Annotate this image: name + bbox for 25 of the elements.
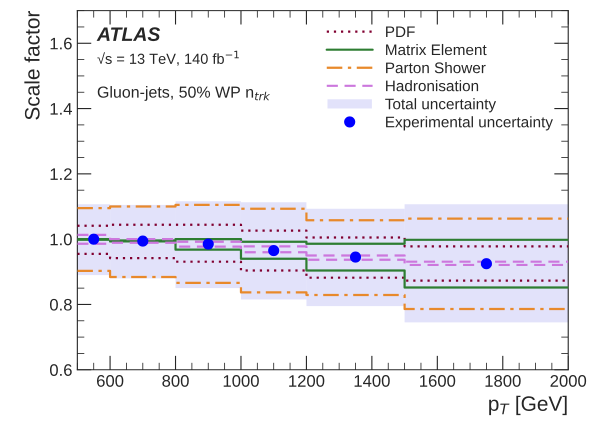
y-tick-label: 0.6 — [50, 364, 72, 376]
legend-label: Parton Shower — [386, 62, 486, 74]
x-tick-label: 800 — [162, 375, 189, 387]
annotation: Gluon-jets, 50% WP n$_{trk}$ — [98, 86, 270, 101]
annotation: ATLAS — [96, 27, 160, 42]
legend-label: PDF — [386, 26, 415, 37]
x-tick-label: 1000 — [224, 375, 259, 387]
x-axis-title: p$_{T}$ [GeV] — [489, 396, 567, 416]
y-axis-title: Scale factor — [24, 10, 40, 120]
legend-label: Total uncertainty — [385, 98, 496, 112]
x-tick-label: 1400 — [354, 375, 390, 387]
y-tick-label: 1.2 — [50, 168, 72, 180]
x-tick-label: 1800 — [486, 375, 521, 387]
x-tick-label: 1600 — [420, 375, 456, 387]
x-tick-label: 1200 — [289, 375, 324, 387]
x-tick-label: 2000 — [550, 375, 586, 387]
legend-label: Hadronisation — [386, 80, 478, 92]
legend-label: Matrix Element — [386, 44, 487, 56]
y-tick-label: 1.0 — [50, 234, 72, 246]
y-tick-label: 1.6 — [50, 38, 72, 50]
x-tick-label: 600 — [97, 375, 124, 387]
y-tick-label: 0.8 — [50, 298, 72, 311]
legend-label: Experimental uncertainty — [386, 116, 553, 130]
annotation: √s = 13 TeV, 140 fb$^{−1}$ — [97, 50, 239, 66]
y-tick-label: 1.4 — [50, 103, 72, 115]
